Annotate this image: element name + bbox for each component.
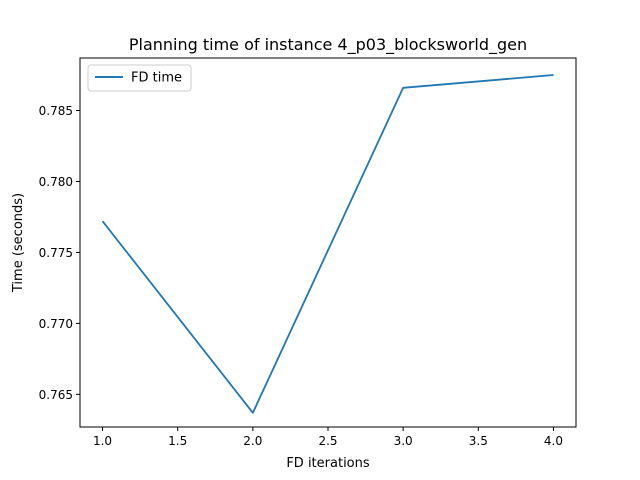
y-tick-label: 0.780 bbox=[39, 175, 73, 189]
plot-area bbox=[79, 57, 577, 428]
y-axis-label: Time (seconds) bbox=[11, 193, 26, 293]
series-line-0 bbox=[101, 74, 554, 414]
chart-title: Planning time of instance 4_p03_blockswo… bbox=[129, 35, 527, 55]
series-layer bbox=[101, 74, 554, 414]
legend-label-fd-time: FD time bbox=[131, 71, 182, 86]
x-tick-label: 2.5 bbox=[318, 434, 337, 448]
x-tick-label: 4.0 bbox=[544, 434, 563, 448]
x-axis-label: FD iterations bbox=[286, 456, 370, 471]
y-tick-label: 0.770 bbox=[39, 317, 73, 331]
y-tick-label: 0.765 bbox=[39, 388, 73, 402]
x-tick-label: 3.0 bbox=[394, 434, 413, 448]
y-axis: 0.765 0.770 0.775 0.780 0.785 bbox=[39, 104, 80, 402]
y-tick-label: 0.775 bbox=[39, 246, 73, 260]
legend: FD time bbox=[87, 64, 192, 92]
x-tick-label: 3.5 bbox=[469, 434, 488, 448]
x-tick-label: 1.5 bbox=[168, 434, 187, 448]
x-tick-label: 2.0 bbox=[243, 434, 262, 448]
y-tick-label: 0.785 bbox=[39, 104, 73, 118]
legend-box bbox=[87, 64, 192, 92]
plot-background bbox=[80, 58, 576, 427]
x-tick-label: 1.0 bbox=[93, 434, 112, 448]
x-axis: 1.0 1.5 2.0 2.5 3.0 3.5 4.0 bbox=[93, 427, 563, 448]
